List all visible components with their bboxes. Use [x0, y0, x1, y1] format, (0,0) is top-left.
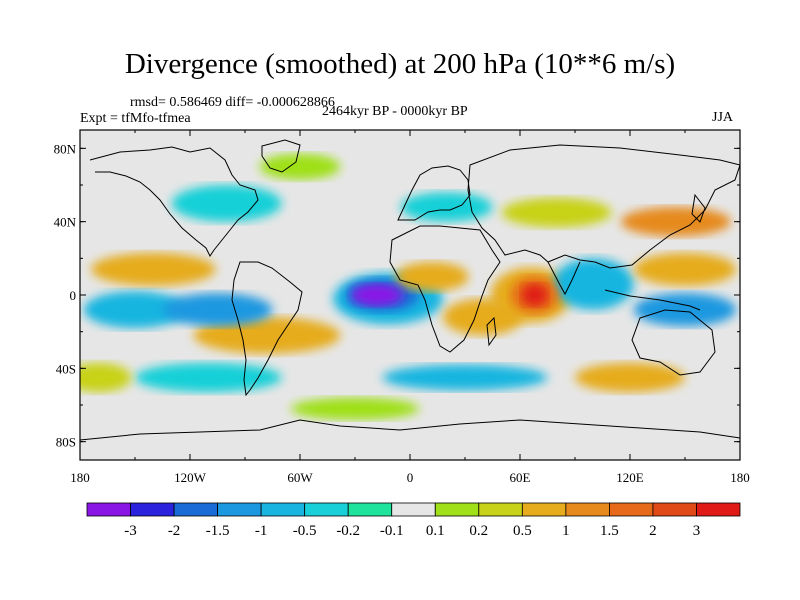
- colorbar-swatch-8: [434, 502, 480, 517]
- field-anomaly-15: [620, 207, 731, 237]
- coast-antarctica: [80, 419, 740, 441]
- coast-australia: [631, 309, 716, 376]
- colorbar-label: 0.1: [426, 523, 445, 539]
- coast-asia: [467, 144, 740, 269]
- experiment-label: Expt = tfMfo-tfmea: [80, 111, 191, 126]
- colorbar-swatch-2: [173, 502, 218, 517]
- colorbar-swatch-4: [260, 502, 306, 517]
- colorbar-swatch-13: [652, 502, 697, 517]
- field-anomaly-3: [521, 284, 548, 306]
- coast-indonesia: [604, 289, 701, 311]
- field-anomaly-16: [171, 185, 282, 222]
- colorbar-label: 3: [693, 523, 701, 539]
- field-anomaly-23: [80, 362, 132, 393]
- lat-tick-label: 40N: [54, 215, 77, 230]
- coastlines: [80, 139, 740, 441]
- coast-africa: [389, 225, 501, 353]
- colorbar-label: -2: [168, 523, 181, 539]
- field-anomaly-13: [633, 252, 737, 286]
- colorbar-label: -1.5: [206, 523, 230, 539]
- colorbar-swatch-14: [696, 502, 741, 517]
- colorbar-label: -3: [124, 523, 137, 539]
- season-label: JJA: [712, 110, 734, 125]
- field-anomaly-20: [135, 362, 282, 393]
- period-label: 2464kyr BP - 0000kyr BP: [322, 104, 468, 119]
- field-anomaly-12: [553, 258, 634, 310]
- coast-greenland: [261, 139, 301, 173]
- colorbar-label: -0.1: [380, 523, 404, 539]
- colorbar-swatch-7: [391, 502, 436, 517]
- lat-tick-label: 40S: [56, 361, 76, 376]
- map-title: Divergence (smoothed) at 200 hPa (10**6 …: [124, 48, 676, 80]
- colorbar: -3 -2 -1.5 -1 -0.5 -0.2 -0.1 0.1 0.2 0.5 1 1.5 2 3: [86, 502, 741, 539]
- coast-europe: [397, 165, 471, 221]
- lon-tick-label: 120W: [174, 470, 207, 485]
- colorbar-swatch-11: [565, 502, 610, 517]
- field-anomaly-6: [83, 291, 187, 328]
- coast-india: [547, 261, 581, 296]
- lon-tick-label: 180: [730, 470, 750, 485]
- lat-tick-label: 80N: [54, 141, 77, 156]
- lon-tick-label: 60W: [287, 470, 313, 485]
- colorbar-label: 0.2: [469, 523, 488, 539]
- stats-text: rmsd= 0.586469 diff= -0.000628866: [130, 95, 335, 110]
- colorbar-swatch-9: [478, 502, 523, 517]
- field-anomaly-0: [351, 284, 403, 306]
- coast-japan: [691, 193, 706, 223]
- field-anomaly-14: [633, 293, 737, 327]
- coast-madagascar: [486, 316, 497, 347]
- colorbar-label: 1: [562, 523, 570, 539]
- lon-tick-label: 0: [407, 470, 414, 485]
- colorbar-swatch-1: [130, 502, 175, 517]
- lon-tick-label: 180: [70, 470, 90, 485]
- colorbar-label: -1: [255, 523, 268, 539]
- field-anomaly-7: [91, 252, 216, 286]
- colorbar-label: -0.5: [293, 523, 317, 539]
- lat-tick-label: 80S: [56, 435, 76, 450]
- lon-tick-label: 120E: [616, 470, 644, 485]
- field-anomaly-17: [259, 153, 341, 180]
- field-anomaly-24: [290, 397, 420, 420]
- field-anomaly-19: [501, 197, 612, 228]
- field-anomaly-22: [575, 362, 685, 393]
- colorbar-label: -0.2: [336, 523, 360, 539]
- divergence-field: [80, 153, 737, 420]
- colorbar-swatch-12: [609, 502, 654, 517]
- colorbar-label: 0.5: [513, 523, 532, 539]
- field-anomaly-10: [395, 262, 469, 292]
- field-anomaly-8: [162, 293, 273, 327]
- lon-tick-label: 60E: [510, 470, 531, 485]
- field-anomaly-21: [382, 364, 548, 391]
- axis-ticks: 180 120W 60W 0 60E 120E 180 80N 40N 0 40S 80S: [54, 130, 750, 485]
- field-anomaly-18: [400, 192, 493, 222]
- coast-south-america: [231, 261, 303, 397]
- coast-north-america: [89, 146, 259, 257]
- field-anomaly-11: [443, 298, 524, 336]
- colorbar-swatch-5: [304, 502, 349, 517]
- colorbar-label: 1.5: [600, 523, 619, 539]
- colorbar-label: 2: [649, 523, 657, 539]
- colorbar-swatch-0: [86, 502, 131, 517]
- field-anomaly-9: [193, 317, 341, 354]
- lat-tick-label: 0: [70, 288, 77, 303]
- colorbar-swatch-3: [217, 502, 262, 517]
- colorbar-swatch-10: [521, 502, 567, 517]
- colorbar-swatch-6: [347, 502, 393, 517]
